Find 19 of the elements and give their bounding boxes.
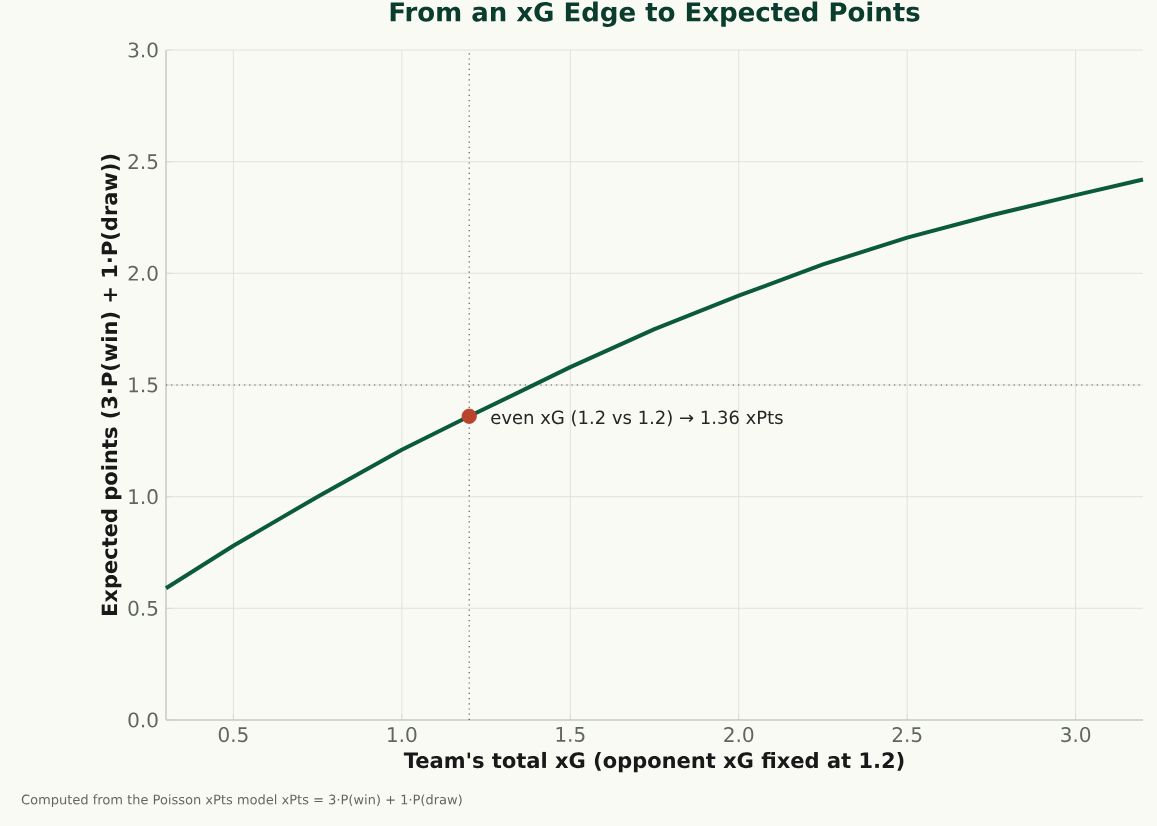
x-tick-label: 2.0 (724, 727, 754, 743)
line-series (164, 177, 1146, 591)
y-tick-label: 1.5 (129, 377, 158, 393)
x-tick-label: 3.0 (1061, 727, 1091, 743)
y-tick-label: 2.5 (128, 154, 158, 170)
x-tick-label: 0.5 (218, 727, 248, 743)
y-tick-label: 1.0 (129, 489, 158, 505)
x-tick-label: 1.5 (556, 727, 585, 742)
x-tick-label: 1.0 (388, 727, 417, 743)
annotation: even xG (1.2 vs 1.2) → 1.36 xPts (491, 410, 783, 427)
x-axis-title: Team's total xG (opponent xG fixed at 1.2) (403, 751, 904, 773)
chart-title: From an xG Edge to Expected Points (390, 1, 920, 27)
y-tick-label: 0.5 (128, 600, 158, 616)
y-tick-label: 0.0 (128, 712, 158, 728)
y-tick-label: 3.0 (128, 42, 158, 58)
text: Computed from the Poisson xPts model xPts = 3·P(win) + 1·P(draw) (21, 794, 462, 807)
x-tick-label: 2.5 (892, 727, 922, 743)
y-tick-label: 2.0 (128, 265, 158, 281)
y-axis-title: Expected points (3·P(win) + 1·P(draw)) (101, 154, 122, 616)
